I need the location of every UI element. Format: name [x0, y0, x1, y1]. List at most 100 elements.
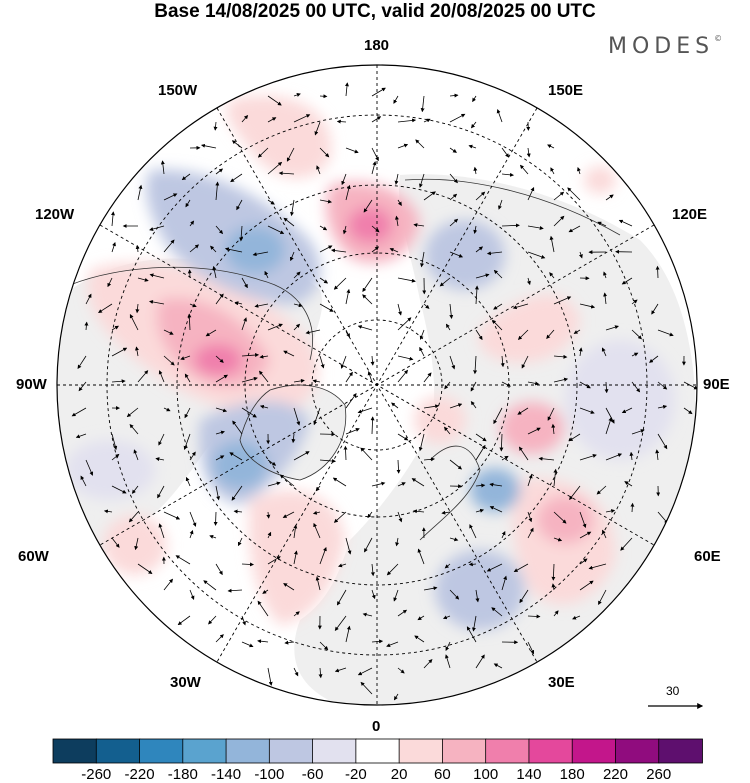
wind-vector: [163, 578, 173, 591]
wind-vector: [551, 423, 556, 435]
wind-vector: [449, 251, 464, 258]
wind-vector: [418, 433, 425, 452]
colorbar-swatch: [268, 738, 314, 764]
wind-vector: [78, 381, 87, 392]
wind-vector: [501, 147, 510, 158]
wind-vector: [597, 221, 607, 227]
wind-vector: [229, 452, 243, 461]
wind-vector: [314, 121, 321, 136]
wind-vector: [475, 329, 483, 341]
wind-vector: [155, 457, 165, 462]
wind-vector: [215, 168, 224, 175]
wind-vector: [605, 407, 615, 424]
wind-vector: [549, 272, 555, 279]
colorbar-swatch: [528, 738, 574, 764]
wind-vector: [205, 329, 217, 337]
wind-vector: [160, 160, 165, 175]
wind-vector: [527, 186, 535, 201]
lon-label-30w: 30W: [170, 674, 201, 691]
wind-vector: [475, 654, 485, 669]
wind-vector: [449, 147, 457, 153]
wind-vector: [267, 556, 281, 565]
wind-vector: [553, 468, 558, 487]
wind-vector: [371, 147, 379, 162]
wind-vector: [293, 451, 310, 461]
map-border: [56, 64, 698, 706]
wind-vector: [111, 537, 120, 548]
wind-vector: [254, 303, 269, 308]
wind-vector: [501, 530, 506, 539]
wind-vector: [305, 329, 321, 335]
wind-vector: [189, 529, 194, 539]
wind-vector: [370, 416, 375, 435]
colorbar-swatch: [139, 738, 184, 764]
wind-vector: [579, 531, 592, 539]
wind-vector: [605, 417, 613, 435]
wind-vector: [471, 615, 477, 632]
wind-vector: [84, 321, 89, 331]
wind-vector: [603, 271, 607, 279]
wind-vector: [370, 355, 375, 366]
wind-vector: [553, 610, 559, 617]
modes-logo: MODES©: [608, 34, 722, 59]
wind-vector: [345, 625, 351, 643]
wind-vector: [241, 114, 249, 123]
wind-vector: [85, 293, 92, 305]
wind-vector: [319, 225, 328, 231]
wind-vector: [657, 381, 668, 390]
wind-vector: [231, 140, 243, 149]
wind-vector: [189, 511, 197, 527]
wind-vector: [111, 241, 116, 253]
wind-vector: [319, 277, 329, 284]
wind-vector: [527, 511, 533, 523]
colorbar-tick-label: -220: [124, 766, 155, 783]
wind-vector: [657, 433, 668, 450]
anomaly-neg-europe: [435, 550, 525, 630]
reference-vector-label: 30: [666, 684, 680, 698]
wind-vector: [475, 483, 486, 488]
wind-vector: [333, 277, 347, 290]
wind-vector: [620, 537, 633, 551]
wind-vector: [397, 277, 416, 283]
coast-scandinavia: [419, 445, 481, 541]
colorbar-tick-label: 260: [646, 766, 672, 783]
wind-vector: [473, 166, 478, 175]
wind-vector: [293, 407, 301, 426]
wind-vector: [107, 277, 113, 288]
anomaly-pos-north-america-max: [194, 344, 242, 376]
wind-vector: [134, 537, 139, 551]
wind-vector: [475, 433, 487, 442]
wind-vector: [259, 370, 269, 383]
wind-vector: [315, 576, 321, 591]
wind-vector: [364, 537, 373, 553]
wind-vector: [527, 474, 533, 487]
wind-vector: [241, 376, 258, 383]
wind-vector: [77, 355, 87, 369]
wind-vector: [553, 537, 563, 542]
wind-vector: [234, 301, 243, 306]
wind-vector: [445, 641, 451, 652]
anomaly-pos-central-asia-core: [537, 496, 593, 544]
wind-vector: [343, 445, 348, 461]
wind-vector: [289, 251, 295, 262]
wind-vector: [445, 654, 451, 669]
wind-vector: [417, 615, 425, 621]
wind-vector: [527, 225, 544, 230]
wind-vector: [449, 173, 458, 184]
wind-vector: [313, 522, 321, 539]
wind-vector: [241, 277, 248, 289]
map-disk: [57, 65, 697, 705]
wind-vector: [267, 481, 281, 487]
wind-vector: [371, 589, 376, 600]
colorbar-swatch: [658, 738, 703, 764]
wind-vector: [336, 119, 347, 124]
wind-vector: [357, 407, 373, 414]
wind-vector: [579, 558, 588, 565]
wind-vector: [588, 563, 607, 570]
graticule: [57, 65, 697, 705]
wind-vector: [419, 346, 425, 357]
wind-vector: [526, 277, 531, 286]
lon-label-60w: 60W: [18, 548, 49, 565]
wind-vector: [449, 589, 460, 600]
wind-vector: [367, 371, 373, 383]
